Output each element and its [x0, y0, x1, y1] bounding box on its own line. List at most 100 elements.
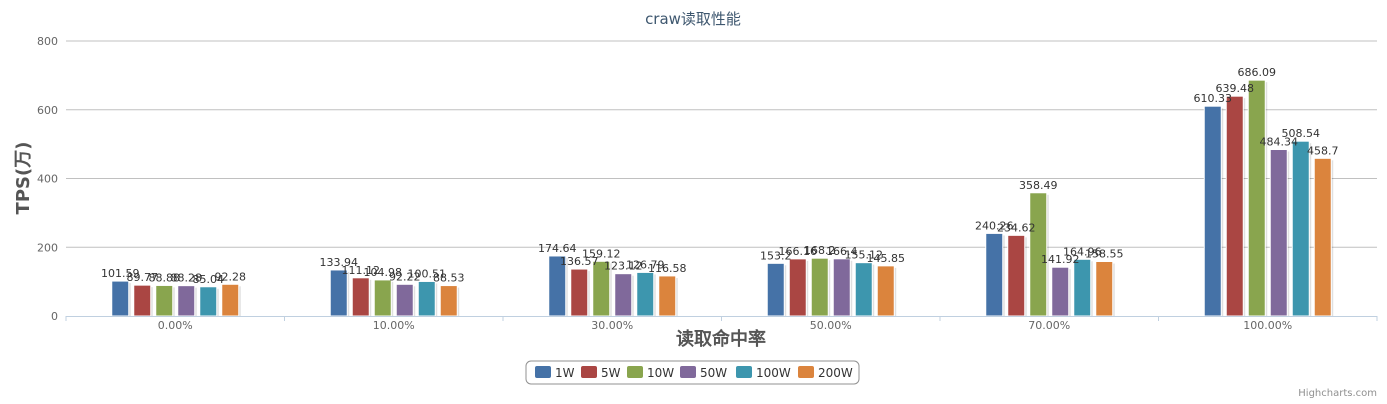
data-label: 116.58	[648, 262, 687, 275]
legend-swatch	[736, 366, 752, 378]
data-label: 240.26	[975, 219, 1014, 232]
data-label: 484.34	[1260, 136, 1299, 149]
data-label: 234.62	[997, 221, 1036, 234]
credits-link[interactable]: Highcharts.com	[1298, 388, 1377, 399]
bar[interactable]	[199, 286, 218, 317]
y-tick-label: 200	[37, 241, 58, 254]
bar[interactable]	[177, 285, 196, 317]
bar[interactable]	[329, 269, 348, 317]
data-label: 88.88	[149, 271, 181, 284]
legend-swatch	[535, 366, 551, 378]
legend-swatch	[627, 366, 643, 378]
gridlines	[66, 40, 1377, 248]
bar[interactable]	[636, 271, 655, 317]
y-tick-label: 0	[51, 310, 58, 323]
bar[interactable]	[570, 268, 589, 317]
data-label: 168.2	[804, 244, 836, 257]
data-label: 164.96	[1063, 245, 1102, 258]
data-label: 458.7	[1307, 144, 1339, 157]
data-label: 89.77	[127, 271, 159, 284]
y-axis-title: TPS(万)	[13, 142, 34, 215]
bar[interactable]	[788, 258, 807, 317]
legend-label: 10W	[647, 366, 674, 380]
data-label: 136.57	[560, 255, 599, 268]
x-tick-label: 0.00%	[158, 319, 193, 332]
data-label: 141.92	[1041, 253, 1080, 266]
bar[interactable]	[1247, 79, 1266, 317]
bar[interactable]	[876, 265, 895, 317]
bar[interactable]	[1203, 105, 1222, 317]
data-label: 104.98	[364, 266, 403, 279]
legend-label: 1W	[555, 366, 575, 380]
bar[interactable]	[614, 273, 633, 317]
data-label: 133.94	[320, 256, 359, 269]
data-label: 686.09	[1238, 66, 1277, 79]
x-tick-label: 10.00%	[373, 319, 415, 332]
data-label: 88.53	[433, 272, 465, 285]
x-axis: 0.00% 10.00% 30.00% 50.00% 70.00% 100.00%	[65, 316, 1378, 332]
bar[interactable]	[221, 283, 240, 317]
y-tick-label: 600	[37, 104, 58, 117]
legend-swatch	[798, 366, 814, 378]
data-label: 100.51	[408, 267, 447, 280]
bar[interactable]	[985, 232, 1004, 317]
chart-title: craw读取性能	[645, 10, 741, 28]
data-label: 85.04	[193, 273, 225, 286]
x-tick-label: 70.00%	[1028, 319, 1070, 332]
data-label: 126.79	[626, 258, 665, 271]
data-label: 158.55	[1085, 247, 1124, 260]
data-label: 88.28	[171, 272, 203, 285]
legend-item[interactable]: 100W	[736, 366, 791, 380]
bar[interactable]	[439, 285, 458, 317]
legend-item[interactable]: 1W	[535, 366, 575, 380]
legend-swatch	[581, 366, 597, 378]
bar[interactable]	[395, 283, 414, 317]
data-label: 166.16	[779, 245, 818, 258]
data-label: 92.28	[215, 270, 247, 283]
bar[interactable]	[832, 258, 851, 317]
bar[interactable]	[1313, 157, 1332, 317]
legend-item[interactable]: 50W	[680, 366, 727, 380]
y-tick-label: 800	[37, 35, 58, 48]
bar[interactable]	[766, 262, 785, 317]
legend-item[interactable]: 200W	[798, 366, 853, 380]
bar[interactable]	[111, 280, 130, 317]
data-label: 92.22	[389, 270, 421, 283]
bar[interactable]	[1073, 258, 1092, 317]
bar[interactable]	[1051, 266, 1070, 317]
bar[interactable]	[155, 284, 174, 317]
x-tick-label: 30.00%	[591, 319, 633, 332]
bar[interactable]	[1095, 260, 1114, 317]
data-label: 111.12	[342, 264, 381, 277]
bar[interactable]	[1007, 234, 1026, 317]
bar[interactable]	[658, 275, 677, 317]
bar[interactable]	[373, 279, 392, 317]
legend-label: 5W	[601, 366, 621, 380]
bar[interactable]	[1269, 149, 1288, 317]
bar[interactable]	[1225, 95, 1244, 317]
legend-swatch	[680, 366, 696, 378]
bar[interactable]	[417, 280, 436, 317]
data-label: 610.33	[1194, 92, 1233, 105]
bar[interactable]	[810, 257, 829, 317]
bar[interactable]	[133, 284, 152, 317]
data-label: 145.85	[867, 252, 906, 265]
bar[interactable]	[1291, 140, 1310, 317]
legend-item[interactable]: 5W	[581, 366, 621, 380]
legend[interactable]: 1W 5W 10W 50W 100W 200W	[525, 360, 860, 385]
data-label: 159.12	[582, 247, 621, 260]
bars	[111, 79, 1334, 317]
y-axis-ticks: 0 200 400 600 800	[37, 35, 58, 323]
x-axis-title: 读取命中率	[676, 328, 766, 350]
data-label: 101.59	[101, 267, 140, 280]
bar[interactable]	[351, 277, 370, 317]
data-label: 639.48	[1216, 82, 1255, 95]
data-label: 153.2	[760, 249, 792, 262]
legend-label: 50W	[700, 366, 727, 380]
bar[interactable]	[854, 262, 873, 317]
x-tick-label: 100.00%	[1243, 319, 1292, 332]
legend-item[interactable]: 10W	[627, 366, 674, 380]
